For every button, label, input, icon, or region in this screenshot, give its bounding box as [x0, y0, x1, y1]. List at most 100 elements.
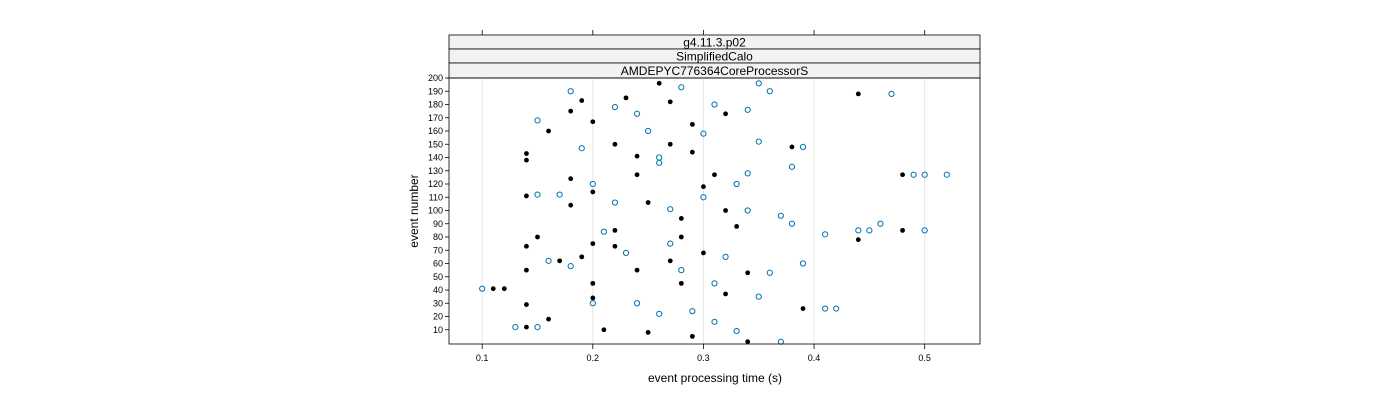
strip-2-text: SimplifiedCalo [676, 50, 753, 64]
data-point-filled [789, 144, 795, 150]
data-point-open [822, 305, 829, 312]
data-point-open [921, 227, 928, 234]
data-point-open [822, 231, 829, 238]
y-tick-label: 90 [433, 219, 443, 229]
x-tick-label: 0.3 [697, 353, 710, 363]
data-point-open [943, 171, 950, 178]
data-point-open [622, 249, 630, 256]
data-point-filled [689, 333, 695, 339]
data-point-open [689, 308, 696, 315]
data-point-open [567, 88, 574, 95]
strip-3-text: AMDEPYC776364CoreProcessorS [621, 64, 808, 78]
data-point-open [567, 263, 574, 270]
data-point-open [700, 130, 707, 137]
data-point-open [578, 145, 585, 152]
y-axis-ticks: 10 20 30 40 50 60 70 80 90 100 110 120 130 140 150 160 1… [428, 73, 449, 335]
data-point-open [711, 101, 718, 108]
data-point-open [722, 253, 729, 260]
data-point-open [633, 300, 641, 307]
data-point-filled [723, 208, 728, 213]
plot-frame [448, 77, 981, 345]
y-tick-label: 40 [433, 285, 443, 295]
data-point-open [534, 324, 541, 331]
data-point-filled [667, 99, 673, 105]
data-point-open [534, 117, 541, 124]
data-point-open [711, 280, 718, 287]
y-tick-label: 160 [428, 126, 443, 136]
data-point-filled [590, 119, 596, 125]
gridlines [481, 78, 926, 344]
data-point-filled [900, 227, 905, 233]
data-point-open [788, 163, 796, 170]
data-point-filled [524, 302, 529, 307]
data-point-filled [501, 286, 507, 292]
data-point-filled [634, 172, 640, 178]
x-tick-label: 0.1 [476, 353, 489, 363]
x-tick-label: 0.4 [808, 353, 821, 363]
data-point-open [744, 106, 751, 113]
data-point-filled [568, 202, 574, 208]
y-axis-label: event number [407, 174, 421, 247]
data-point-filled [579, 254, 585, 260]
data-point-open [799, 260, 807, 267]
data-point-filled [634, 267, 640, 273]
data-point-open [866, 227, 873, 234]
data-point-filled [590, 189, 596, 195]
x-tick-label: 0.2 [587, 353, 600, 363]
y-tick-label: 50 [433, 272, 443, 282]
data-point-filled [568, 108, 574, 114]
data-point-filled [524, 324, 529, 330]
data-point-filled [734, 224, 740, 229]
data-point-open [733, 327, 740, 335]
data-point-filled [701, 184, 706, 190]
data-point-filled [601, 327, 607, 333]
data-point-open [600, 228, 607, 235]
data-point-open [656, 310, 663, 317]
data-point-open [855, 227, 862, 234]
y-tick-label: 170 [428, 113, 443, 123]
data-point-filled [667, 258, 673, 264]
data-point-open [766, 269, 773, 276]
data-point-open [678, 84, 685, 91]
data-point-filled [546, 128, 551, 134]
data-point-open [667, 206, 674, 213]
data-point-open [700, 194, 707, 201]
data-point-open [888, 90, 895, 98]
data-point-open [667, 240, 674, 247]
data-point-open [711, 318, 718, 325]
data-point-filled [701, 250, 706, 256]
data-point-filled [723, 111, 728, 117]
data-point-open [744, 170, 751, 177]
data-point-open [545, 257, 552, 264]
data-point-filled [678, 280, 684, 286]
strip-1-text: g4.11.3.p02 [683, 36, 746, 50]
data-point-open [744, 207, 751, 214]
data-point-open [534, 191, 541, 198]
data-point-open [556, 191, 563, 198]
x-axis-ticks: 0.1 0.2 0.3 0.4 0.5 [476, 30, 931, 363]
y-tick-label: 140 [428, 153, 443, 163]
data-point-open [766, 88, 773, 95]
data-point-open [910, 171, 917, 178]
data-point-open [921, 171, 928, 178]
data-point-filled [568, 176, 574, 182]
y-tick-label: 150 [428, 139, 443, 149]
data-point-open [656, 159, 663, 166]
data-point-open [589, 300, 596, 307]
data-point-filled [490, 286, 496, 292]
data-point-filled [678, 216, 684, 221]
data-point-filled [656, 80, 662, 86]
y-tick-label: 80 [433, 232, 443, 242]
y-tick-label: 10 [433, 325, 443, 335]
x-axis-label: event processing time (s) [648, 371, 782, 385]
data-point-filled [667, 141, 673, 147]
data-point-filled [900, 172, 905, 178]
data-point-open [833, 305, 840, 312]
data-point-filled [678, 234, 684, 240]
y-tick-label: 200 [428, 73, 443, 83]
data-point-filled [745, 339, 751, 345]
data-point-open [645, 127, 652, 135]
y-tick-label: 130 [428, 166, 443, 176]
data-point-filled [612, 227, 618, 233]
data-point-filled [634, 153, 640, 159]
